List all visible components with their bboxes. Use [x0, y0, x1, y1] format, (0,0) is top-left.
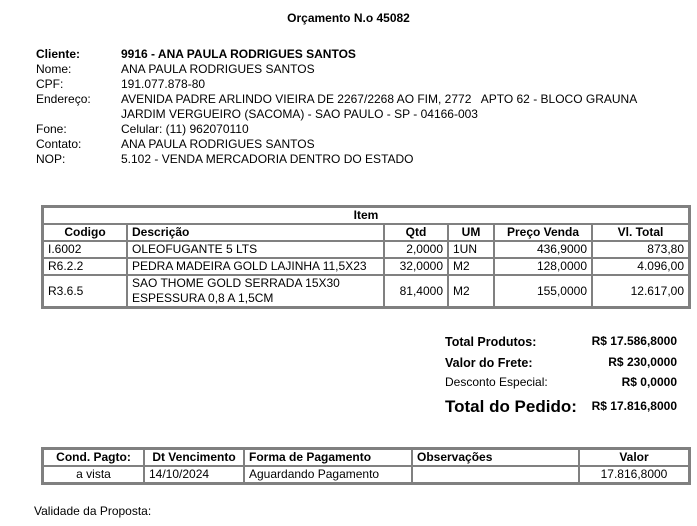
nome-label: Nome:	[36, 62, 72, 76]
col-qtd: Qtd	[384, 224, 448, 241]
col-preco: Preço Venda	[494, 224, 592, 241]
total-produtos-label: Total Produtos:	[445, 335, 537, 349]
table-row: R3.6.5 SAO THOME GOLD SERRADA 15X30 ESPES…	[43, 275, 689, 307]
endereco-label: Endereço:	[36, 92, 91, 106]
items-table: Item Codigo Descrição Qtd UM Preço Venda…	[41, 205, 691, 309]
item-qtd: 81,4000	[384, 275, 448, 307]
table-row: R6.2.2 PEDRA MADEIRA GOLD LAJINHA 11,5X2…	[43, 258, 689, 275]
col-descricao: Descrição	[127, 224, 384, 241]
col-um: UM	[448, 224, 494, 241]
cpf-label: CPF:	[36, 77, 64, 91]
page-title: Orçamento N.o 45082	[287, 11, 410, 25]
item-descricao: OLEOFUGANTE 5 LTS	[127, 241, 384, 258]
item-total: 4.096,00	[592, 258, 689, 275]
contato-value: ANA PAULA RODRIGUES SANTOS	[121, 137, 315, 151]
item-total: 873,80	[592, 241, 689, 258]
item-descricao-line2: ESPESSURA 0,8 A 1,5CM	[132, 291, 274, 305]
nop-label: NOP:	[36, 152, 66, 166]
col-observacoes: Observações	[412, 449, 579, 466]
item-preco: 128,0000	[494, 258, 592, 275]
item-total: 12.617,00	[592, 275, 689, 307]
payment-forma: Aguardando Pagamento	[244, 466, 412, 483]
item-codigo: R6.2.2	[43, 258, 127, 275]
total-pedido-value: R$ 17.816,8000	[591, 399, 677, 413]
desconto-label: Desconto Especial:	[445, 375, 548, 389]
payment-table: Cond. Pagto: Dt Vencimento Forma de Paga…	[41, 447, 691, 485]
cpf-value: 191.077.878-80	[121, 77, 206, 91]
col-cond-pagto: Cond. Pagto:	[43, 449, 144, 466]
item-descricao: SAO THOME GOLD SERRADA 15X30 ESPESSURA 0,…	[127, 275, 384, 307]
item-descricao: PEDRA MADEIRA GOLD LAJINHA 11,5X23	[127, 258, 384, 275]
item-um: M2	[448, 275, 494, 307]
table-row: a vista 14/10/2024 Aguardando Pagamento …	[43, 466, 689, 483]
validade-label: Validade da Proposta:	[34, 504, 152, 518]
col-forma-pagamento: Forma de Pagamento	[244, 449, 412, 466]
item-codigo: I.6002	[43, 241, 127, 258]
items-table-title: Item	[43, 207, 689, 224]
payment-header-row: Cond. Pagto: Dt Vencimento Forma de Paga…	[43, 449, 689, 466]
item-qtd: 2,0000	[384, 241, 448, 258]
col-codigo: Codigo	[43, 224, 127, 241]
frete-label: Valor do Frete:	[445, 356, 533, 370]
item-preco: 436,9000	[494, 241, 592, 258]
payment-vencimento: 14/10/2024	[144, 466, 244, 483]
item-codigo: R3.6.5	[43, 275, 127, 307]
frete-value: R$ 230,0000	[608, 355, 677, 369]
fone-label: Fone:	[36, 122, 67, 136]
total-produtos-value: R$ 17.586,8000	[591, 334, 677, 348]
item-um: 1UN	[448, 241, 494, 258]
item-qtd: 32,0000	[384, 258, 448, 275]
fone-value: Celular: (11) 962070110	[121, 122, 249, 136]
table-row: I.6002 OLEOFUGANTE 5 LTS 2,0000 1UN 436,…	[43, 241, 689, 258]
endereco-line2: JARDIM VERGUEIRO (SACOMA) - SAO PAULO - …	[121, 107, 478, 121]
nome-value: ANA PAULA RODRIGUES SANTOS	[121, 62, 315, 76]
cliente-label: Cliente:	[36, 47, 81, 61]
col-total: Vl. Total	[592, 224, 689, 241]
payment-obs	[412, 466, 579, 483]
desconto-value: R$ 0,0000	[621, 375, 677, 389]
nop-value: 5.102 - VENDA MERCADORIA DENTRO DO ESTAD…	[121, 152, 414, 166]
item-um: M2	[448, 258, 494, 275]
col-valor: Valor	[579, 449, 689, 466]
col-vencimento: Dt Vencimento	[144, 449, 244, 466]
cliente-value: 9916 - ANA PAULA RODRIGUES SANTOS	[121, 47, 356, 61]
total-pedido-label: Total do Pedido:	[445, 397, 577, 416]
payment-valor: 17.816,8000	[579, 466, 689, 483]
contato-label: Contato:	[36, 137, 82, 151]
payment-cond: a vista	[43, 466, 144, 483]
item-preco: 155,0000	[494, 275, 592, 307]
item-descricao-line1: SAO THOME GOLD SERRADA 15X30	[132, 276, 340, 290]
items-header-row: Codigo Descrição Qtd UM Preço Venda Vl. …	[43, 224, 689, 241]
endereco-line1: AVENIDA PADRE ARLINDO VIEIRA DE 2267/226…	[121, 92, 638, 106]
